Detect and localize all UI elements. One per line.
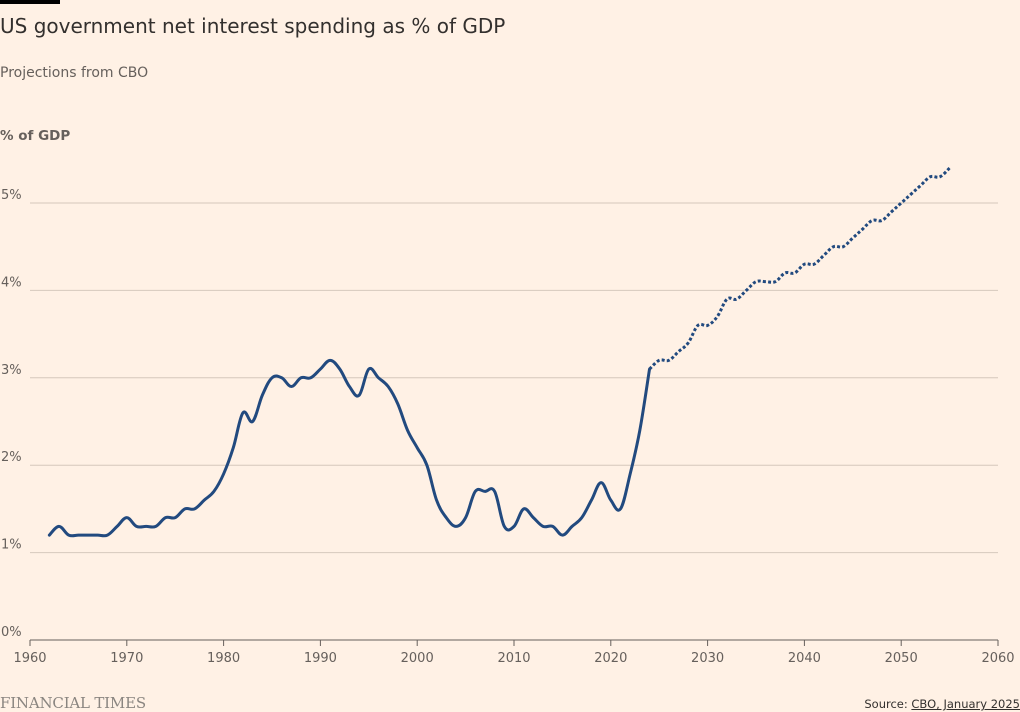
gridlines bbox=[30, 202, 998, 554]
historical-series-line bbox=[47, 358, 652, 538]
chart-title: US government net interest spending as %… bbox=[0, 14, 506, 38]
tick-labels: 0% 1% 2% 3% 4% 5% 1960 1970 1980 1990 2000 2010 2020… bbox=[1, 188, 1015, 666]
x-tick-label: 1990 bbox=[304, 651, 337, 666]
y-tick-label: 1% bbox=[1, 538, 22, 553]
projection-series-line bbox=[648, 166, 951, 371]
y-tick-label: 5% bbox=[1, 188, 22, 203]
x-axis bbox=[29, 639, 999, 646]
chart-subtitle: Projections from CBO bbox=[0, 65, 149, 81]
x-tick-label: 2010 bbox=[497, 651, 530, 666]
series-group bbox=[47, 166, 951, 538]
source-link[interactable]: CBO, January 2025 bbox=[911, 697, 1020, 711]
x-tick-label: 1980 bbox=[207, 651, 240, 666]
x-tick-label: 2020 bbox=[594, 651, 627, 666]
x-tick-label: 1970 bbox=[110, 651, 143, 666]
y-tick-label: 2% bbox=[1, 450, 22, 465]
brand-bar bbox=[0, 0, 60, 4]
source-prefix: Source: bbox=[864, 697, 912, 711]
y-tick-label: 0% bbox=[1, 625, 22, 640]
x-tick-label: 2030 bbox=[691, 651, 724, 666]
x-tick-label: 1960 bbox=[13, 651, 46, 666]
x-tick-label: 2060 bbox=[981, 651, 1014, 666]
x-tick-label: 2000 bbox=[401, 651, 434, 666]
y-tick-label: 3% bbox=[1, 363, 22, 378]
source-note: Source: CBO, January 2025 bbox=[864, 697, 1020, 711]
x-tick-label: 2040 bbox=[788, 651, 821, 666]
x-tick-label: 2050 bbox=[885, 651, 918, 666]
y-axis-label: % of GDP bbox=[0, 128, 71, 144]
y-tick-label: 4% bbox=[1, 275, 22, 290]
ft-logo: FINANCIAL TIMES bbox=[0, 694, 146, 712]
